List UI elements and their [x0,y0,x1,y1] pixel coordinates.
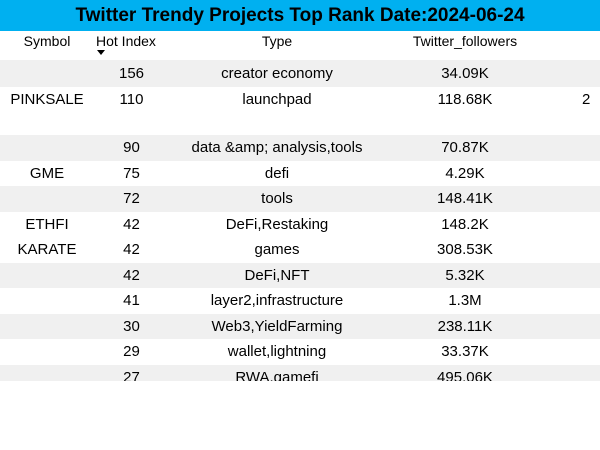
cell-hot-index: 29 [123,343,140,360]
cell-extra [545,212,600,238]
cell-twitter-followers: 118.68K [437,91,493,108]
cell-twitter-followers: 308.53K [437,241,493,258]
cell-type: layer2,infrastructure [210,292,344,309]
rank-table: Symbol Hot Index Type Twitter_followers … [0,31,600,381]
cell-hot-index: 72 [94,186,169,212]
cell-twitter-followers: 70.87K [385,135,545,161]
cell-type: data &amp; analysis,tools [169,135,385,161]
cell-extra [545,161,600,187]
cell-hot-index: 110 [119,91,144,108]
table-row[interactable]: 30 Web3,YieldFarming 238.11K [0,313,600,339]
cell-symbol [0,313,94,339]
cell-extra [545,339,600,365]
cell-symbol: KARATE [17,241,77,258]
table-row[interactable]: 41 layer2,infrastructure 1.3M [0,288,600,314]
table-row[interactable]: 27 RWA,gamefi 495.06K [0,364,600,381]
cell-type: creator economy [169,60,385,87]
cell-extra [545,135,600,161]
cell-extra [545,313,600,339]
cell-extra [545,364,600,381]
cell-symbol [0,135,94,161]
cell-symbol: ETHFI [25,215,69,233]
cell-type: RWA,gamefi [169,364,385,381]
table-row[interactable]: 42 DeFi,NFT 5.32K [0,262,600,288]
cell-hot-index: 42 [94,262,169,288]
cell-twitter-followers: 5.32K [385,262,545,288]
cell-symbol [0,60,94,87]
cell-hot-index: 90 [94,135,169,161]
rank-table-container[interactable]: Symbol Hot Index Type Twitter_followers … [0,31,600,381]
sort-descending-icon[interactable] [97,50,105,55]
table-row[interactable]: KARATE 42 games 308.53K [0,237,600,263]
cell-twitter-followers: 148.2K [441,215,489,233]
cell-twitter-followers: 148.41K [385,186,545,212]
cell-twitter-followers: 33.37K [441,343,489,360]
cell-extra: 2 [582,91,591,108]
cell-type: tools [169,186,385,212]
cell-type: Web3,YieldFarming [169,313,385,339]
cell-hot-index: 27 [94,364,169,381]
cell-symbol: PINKSALE [10,91,84,108]
cell-hot-index: 42 [123,215,140,233]
cell-extra [545,186,600,212]
cell-symbol [0,186,94,212]
cell-type: games [254,241,300,258]
table-row[interactable]: PINKSALE 110 launchpad 118.68K 2 [0,87,600,135]
table-row[interactable]: 72 tools 148.41K [0,186,600,212]
cell-hot-index: 75 [123,164,140,182]
cell-extra [545,60,600,87]
cell-twitter-followers: 34.09K [385,60,545,87]
cell-symbol [0,288,94,314]
cell-twitter-followers: 495.06K [385,364,545,381]
column-header-hot-index-label: Hot Index [96,33,156,49]
cell-extra [545,288,600,314]
table-row[interactable]: GME 75 defi 4.29K [0,161,600,187]
cell-symbol [0,364,94,381]
column-header-extra [545,31,600,60]
cell-symbol: GME [29,164,65,182]
column-header-symbol[interactable]: Symbol [0,31,94,60]
table-row[interactable]: 90 data &amp; analysis,tools 70.87K [0,135,600,161]
cell-type: DeFi,NFT [169,262,385,288]
cell-symbol [0,339,94,365]
cell-type: defi [264,164,290,182]
cell-type: DeFi,Restaking [225,215,329,233]
table-row[interactable]: 29 wallet,lightning 33.37K [0,339,600,365]
cell-extra [545,262,600,288]
column-header-hot-index[interactable]: Hot Index [94,31,169,60]
page-title: Twitter Trendy Projects Top Rank Date:20… [0,0,600,31]
column-header-twitter-followers[interactable]: Twitter_followers [385,31,545,60]
header-row: Symbol Hot Index Type Twitter_followers [0,31,600,60]
cell-type: launchpad [242,91,312,108]
cell-hot-index: 156 [94,60,169,87]
table-row[interactable]: 156 creator economy 34.09K [0,60,600,87]
cell-extra [545,237,600,263]
cell-twitter-followers: 4.29K [445,164,485,182]
column-header-type[interactable]: Type [169,31,385,60]
cell-twitter-followers: 238.11K [385,313,545,339]
cell-hot-index: 42 [123,241,140,258]
cell-twitter-followers: 1.3M [448,292,482,309]
cell-hot-index: 41 [123,292,140,309]
cell-symbol [0,262,94,288]
table-row[interactable]: ETHFI 42 DeFi,Restaking 148.2K [0,212,600,238]
cell-hot-index: 30 [94,313,169,339]
cell-type: wallet,lightning [227,343,327,360]
